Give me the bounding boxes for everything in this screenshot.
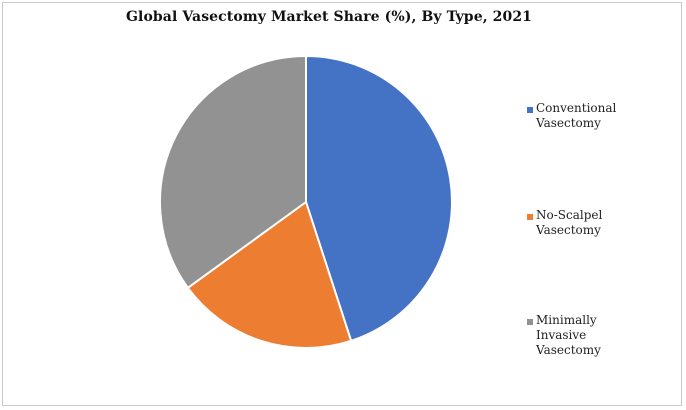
legend-label-minimally-invasive: Minimally Invasive Vasectomy xyxy=(536,313,601,357)
legend-label-conventional: Conventional Vasectomy xyxy=(536,101,617,130)
pie-chart xyxy=(159,54,453,349)
chart-frame: Global Vasectomy Market Share (%), By Ty… xyxy=(2,2,682,406)
pie-slice-minimally-invasive xyxy=(159,54,307,290)
legend-swatch-no-scalpel xyxy=(527,214,533,220)
legend-swatch-conventional xyxy=(527,107,533,113)
legend-label-no-scalpel: No-Scalpel Vasectomy xyxy=(536,208,603,237)
pie-slice-conventional xyxy=(305,54,453,343)
pie-slice-no-scalpel xyxy=(186,200,353,349)
chart-title: Global Vasectomy Market Share (%), By Ty… xyxy=(125,9,533,25)
legend-swatch-minimally-invasive xyxy=(527,319,533,325)
